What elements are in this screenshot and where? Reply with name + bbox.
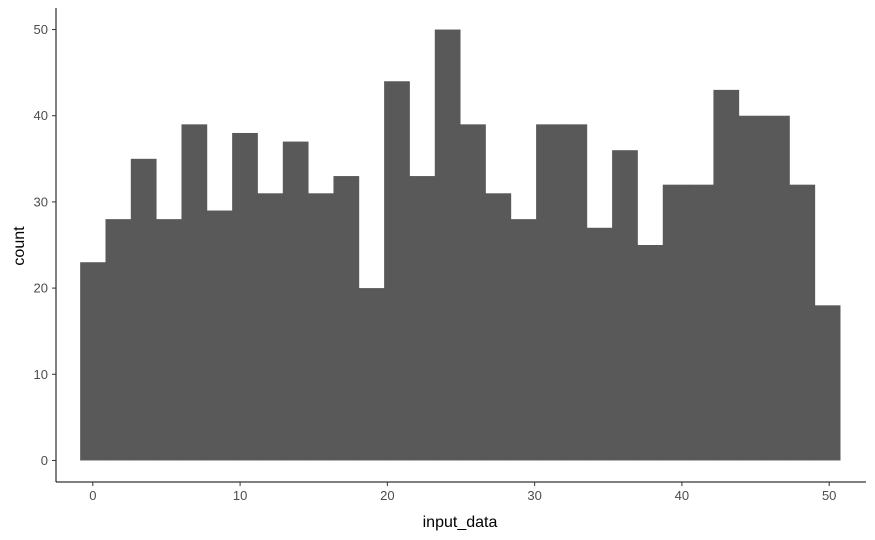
y-tick-label: 40 (34, 108, 48, 123)
y-tick-label: 10 (34, 367, 48, 382)
histogram-bar (738, 115, 765, 461)
histogram-bar (536, 124, 562, 461)
histogram-bar (130, 158, 157, 461)
x-axis-title: input_data (423, 514, 498, 531)
x-tick-label: 10 (233, 488, 247, 503)
histogram-bar (713, 89, 740, 461)
histogram-bar (662, 184, 689, 461)
x-axis-ticks: 0 10 20 30 40 50 (89, 482, 836, 503)
histogram-bar (232, 132, 258, 461)
x-tick-label: 50 (822, 488, 836, 503)
histogram-bar (814, 305, 841, 461)
histogram-bar (105, 219, 132, 461)
histogram-bar (333, 176, 360, 461)
histogram-bar (485, 193, 512, 461)
histogram-bar (612, 150, 638, 461)
y-tick-label: 30 (34, 194, 48, 209)
histogram-bar (688, 184, 714, 461)
histogram-bar (358, 288, 385, 461)
y-axis-title: count (11, 226, 28, 266)
histogram-bar (637, 245, 664, 461)
histogram-bar (384, 81, 410, 461)
histogram-bar (308, 193, 334, 461)
histogram-bar (561, 124, 588, 461)
x-tick-label: 20 (380, 488, 394, 503)
y-axis-ticks: 0 10 20 30 40 50 (34, 22, 56, 468)
histogram-bars (80, 29, 841, 461)
y-tick-label: 50 (34, 22, 48, 37)
histogram-bar (510, 219, 537, 461)
x-tick-label: 40 (675, 488, 689, 503)
histogram-bar (282, 141, 309, 461)
histogram-bar (206, 210, 233, 461)
histogram-bar (586, 227, 613, 461)
histogram-bar (434, 29, 461, 461)
histogram-bar (257, 193, 284, 461)
x-tick-label: 30 (527, 488, 541, 503)
histogram-bar (181, 124, 208, 461)
histogram-bar (764, 115, 790, 461)
histogram-bar (460, 124, 486, 461)
y-tick-label: 0 (41, 453, 48, 468)
histogram-bar (409, 176, 436, 461)
histogram-bar (789, 184, 816, 461)
histogram-bar (156, 219, 182, 461)
y-tick-label: 20 (34, 281, 48, 296)
x-tick-label: 0 (89, 488, 96, 503)
histogram-bar (80, 262, 106, 461)
